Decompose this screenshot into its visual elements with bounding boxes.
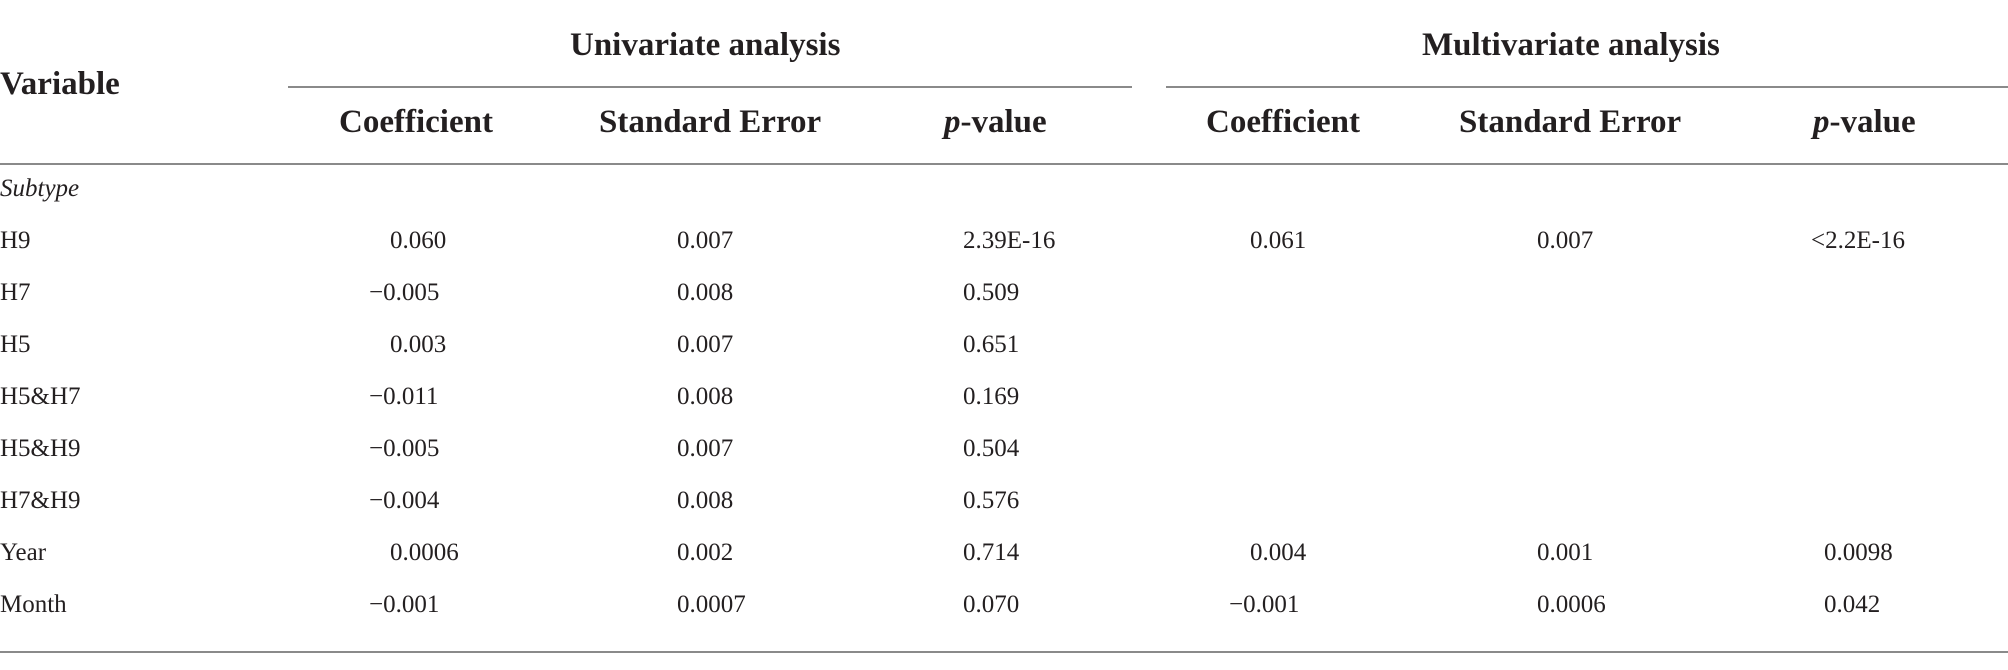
table-cell: 0.007 bbox=[677, 227, 734, 254]
table-cell: 0.004 bbox=[1250, 539, 1307, 566]
row-label-month: Month bbox=[0, 591, 67, 618]
table-cell: 0.0098 bbox=[1824, 539, 1893, 566]
table-cell: 0.003 bbox=[390, 331, 447, 358]
column-header-p-value: p-value bbox=[944, 104, 1047, 140]
table-cell: −0.001 bbox=[1229, 591, 1300, 618]
table-cell: 0.042 bbox=[1824, 591, 1881, 618]
column-header-standard-error: Standard Error bbox=[599, 104, 822, 140]
table-cell: −0.001 bbox=[369, 591, 440, 618]
table-cell: 0.576 bbox=[963, 487, 1020, 514]
table-cell: <2.2E-16 bbox=[1811, 227, 1905, 254]
table-cell: 0.0007 bbox=[677, 591, 746, 618]
group-header-multivariate: Multivariate analysis bbox=[1422, 27, 1720, 63]
group-header-univariate: Univariate analysis bbox=[570, 27, 841, 63]
column-header-coefficient: Coefficient bbox=[339, 104, 493, 140]
row-label-h9: H9 bbox=[0, 227, 31, 254]
row-label-h5: H5 bbox=[0, 331, 31, 358]
table-cell: 0.070 bbox=[963, 591, 1020, 618]
table-cell: 0.008 bbox=[677, 279, 734, 306]
column-header-standard-error-multi: Standard Error bbox=[1459, 104, 1682, 140]
table-cell: 0.001 bbox=[1537, 539, 1594, 566]
section-label-subtype: Subtype bbox=[0, 175, 80, 202]
table-cell: 0.007 bbox=[1537, 227, 1594, 254]
table-cell: 0.008 bbox=[677, 487, 734, 514]
table-cell: 0.0006 bbox=[1537, 591, 1606, 618]
header-bottom-rule bbox=[0, 163, 2008, 165]
table-cell: 0.060 bbox=[390, 227, 447, 254]
table-cell: 0.061 bbox=[1250, 227, 1307, 254]
table-cell: 0.002 bbox=[677, 539, 734, 566]
row-label-h7: H7 bbox=[0, 279, 31, 306]
table-cell: 0.007 bbox=[677, 435, 734, 462]
row-label-year: Year bbox=[0, 539, 47, 566]
table-cell: 0.169 bbox=[963, 383, 1020, 410]
column-header-coefficient-multi: Coefficient bbox=[1206, 104, 1360, 140]
row-label-h5-h7: H5&H7 bbox=[0, 383, 81, 410]
multivariate-group-rule bbox=[1166, 86, 2008, 88]
row-label-h7-h9: H7&H9 bbox=[0, 487, 81, 514]
table-cell: 2.39E-16 bbox=[963, 227, 1056, 254]
table-cell: 0.714 bbox=[963, 539, 1020, 566]
table-cell: 0.007 bbox=[677, 331, 734, 358]
table-cell: −0.004 bbox=[369, 487, 440, 514]
table-cell: 0.651 bbox=[963, 331, 1020, 358]
row-label-h5-h9: H5&H9 bbox=[0, 435, 81, 462]
table-cell: 0.509 bbox=[963, 279, 1020, 306]
table-cell: −0.011 bbox=[369, 383, 439, 410]
table-cell: −0.005 bbox=[369, 279, 440, 306]
univariate-group-rule bbox=[288, 86, 1132, 88]
table-cell: 0.0006 bbox=[390, 539, 459, 566]
variable-header: Variable bbox=[0, 66, 120, 102]
table-cell: −0.005 bbox=[369, 435, 440, 462]
column-header-p-value-multi: p-value bbox=[1813, 104, 1916, 140]
table-bottom-rule bbox=[0, 651, 2008, 653]
table-cell: 0.504 bbox=[963, 435, 1020, 462]
table-cell: 0.008 bbox=[677, 383, 734, 410]
